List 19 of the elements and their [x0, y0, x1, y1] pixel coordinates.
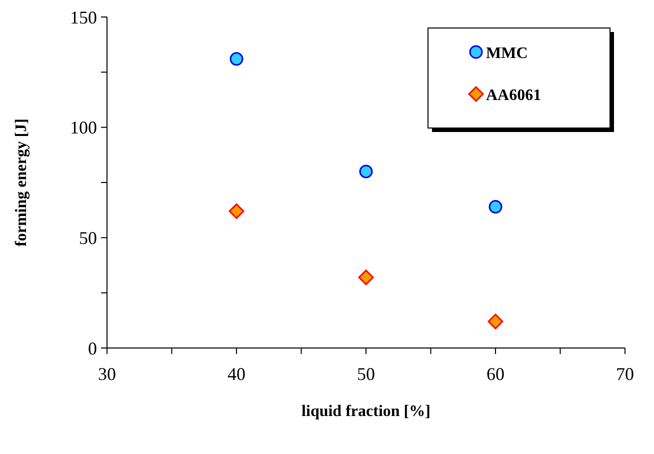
point: [488, 200, 502, 214]
point: [488, 314, 504, 330]
legend-label: MMC: [486, 45, 528, 62]
y-tick-label: 50: [79, 228, 97, 248]
x-tick-label: 60: [486, 364, 504, 384]
y-tick-label: 150: [70, 7, 97, 28]
point: [358, 270, 374, 286]
y-tick-label: 0: [88, 338, 97, 358]
y-axis-title: forming energy [J]: [13, 118, 30, 246]
x-axis-title: liquid fraction [%]: [302, 403, 430, 420]
x-tick-label: 40: [228, 364, 246, 384]
legend-label: AA6061: [486, 87, 542, 104]
point: [228, 203, 244, 219]
y-tick-label: 100: [70, 118, 97, 138]
point: [359, 164, 373, 178]
point: [230, 52, 244, 66]
x-tick-label: 70: [616, 364, 634, 384]
x-tick-label: 50: [357, 364, 375, 384]
x-tick-label: 30: [98, 364, 116, 384]
